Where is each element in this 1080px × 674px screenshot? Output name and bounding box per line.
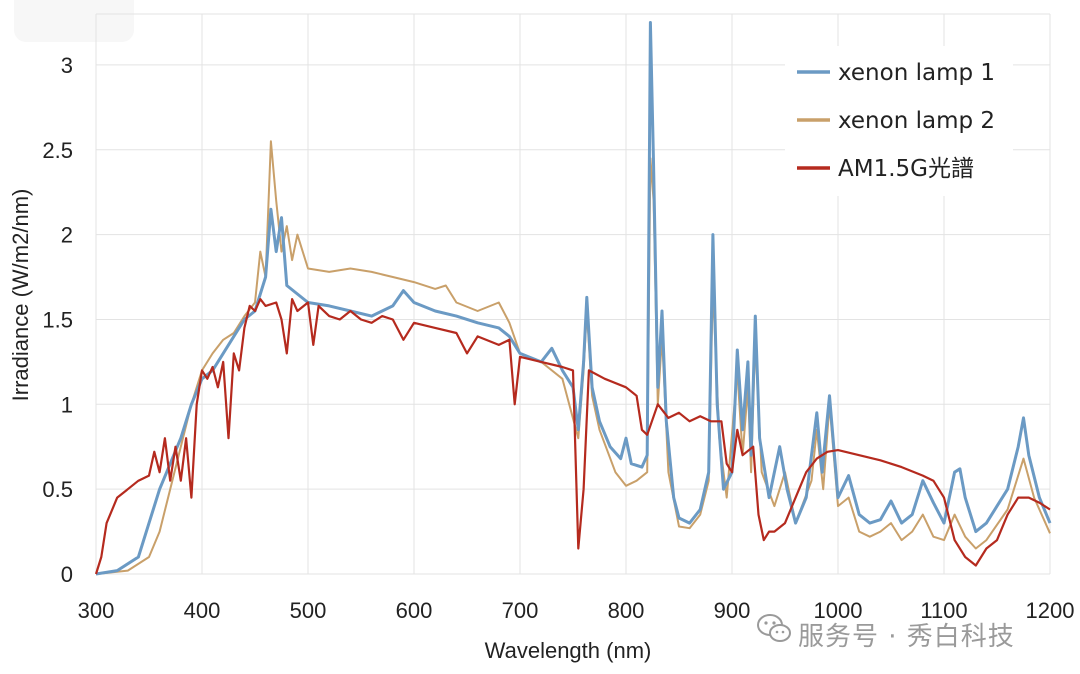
y-tick-label: 3	[61, 53, 73, 78]
x-tick-label: 300	[78, 598, 115, 623]
y-tick-label: 1.5	[42, 307, 73, 332]
legend: xenon lamp 1 xenon lamp 2 AM1.5G光譜	[785, 46, 1013, 196]
x-axis-title: Wavelength (nm)	[485, 638, 652, 663]
x-tick-label: 700	[502, 598, 539, 623]
y-tick-label: 0.5	[42, 477, 73, 502]
y-tick-label: 2.5	[42, 138, 73, 163]
y-axis-ticks: 0 0.5 1 1.5 2 2.5 3	[42, 53, 73, 587]
x-tick-label: 400	[184, 598, 221, 623]
series-line	[95, 21, 1052, 576]
y-tick-label: 2	[61, 223, 73, 248]
top-left-panel-remnant	[14, 0, 134, 42]
series-line	[94, 298, 1051, 575]
x-tick-label: 1000	[814, 598, 863, 623]
wechat-icon	[757, 614, 791, 642]
y-tick-label: 1	[61, 392, 73, 417]
series-lines	[94, 21, 1052, 576]
x-tick-label: 1200	[1026, 598, 1075, 623]
x-tick-label: 900	[714, 598, 751, 623]
legend-label: xenon lamp 1	[838, 60, 995, 86]
y-tick-label: 0	[61, 562, 73, 587]
y-axis-title: Irradiance (W/m2/nm)	[8, 189, 33, 402]
legend-label: xenon lamp 2	[838, 108, 995, 134]
x-tick-label: 1100	[920, 598, 967, 623]
x-tick-label: 600	[396, 598, 433, 623]
x-axis-ticks: 300 400 500 600 700 800 900 1000 1100 1200	[78, 598, 1075, 623]
series-line	[95, 140, 1051, 575]
watermark-text: 服务号 · 秀白科技	[798, 622, 1015, 652]
x-tick-label: 500	[290, 598, 327, 623]
x-tick-label: 800	[608, 598, 645, 623]
legend-label: AM1.5G光譜	[838, 156, 974, 182]
